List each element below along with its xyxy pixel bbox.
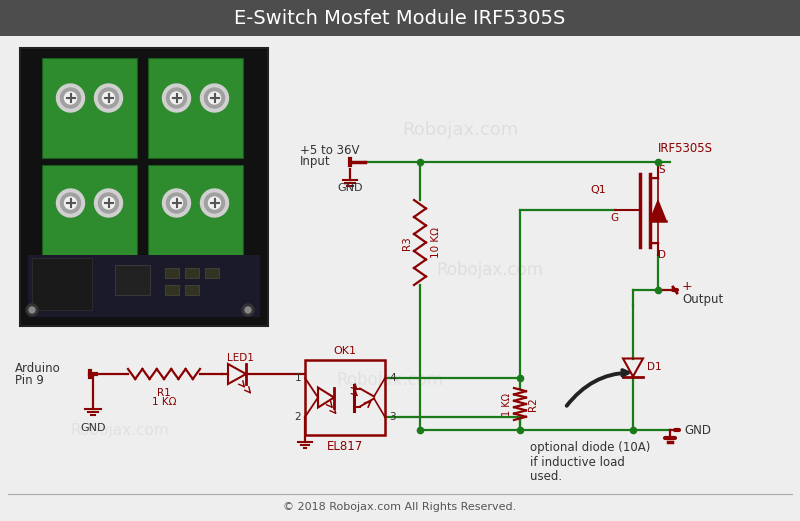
Bar xyxy=(42,58,137,158)
Circle shape xyxy=(245,307,251,313)
Circle shape xyxy=(94,84,122,112)
Text: S: S xyxy=(658,165,665,175)
Text: Pin 9: Pin 9 xyxy=(15,374,44,387)
Bar xyxy=(148,165,243,260)
Circle shape xyxy=(162,84,190,112)
Text: E-Switch Mosfet Module IRF5305S: E-Switch Mosfet Module IRF5305S xyxy=(234,8,566,28)
Polygon shape xyxy=(650,201,666,220)
Bar xyxy=(115,265,150,295)
Text: 2: 2 xyxy=(294,412,301,422)
Text: +: + xyxy=(682,280,693,293)
Text: D1: D1 xyxy=(647,363,662,373)
Text: Input: Input xyxy=(300,155,330,168)
Text: R3: R3 xyxy=(402,236,412,250)
Circle shape xyxy=(205,88,225,108)
Circle shape xyxy=(162,189,190,217)
Circle shape xyxy=(166,193,186,213)
Text: D: D xyxy=(658,250,666,260)
Circle shape xyxy=(166,88,186,108)
Circle shape xyxy=(26,304,38,316)
Bar xyxy=(205,268,219,278)
Circle shape xyxy=(201,189,229,217)
Text: LED1: LED1 xyxy=(226,353,254,363)
Text: R2: R2 xyxy=(528,397,538,411)
Text: © 2018 Robojax.com All Rights Reserved.: © 2018 Robojax.com All Rights Reserved. xyxy=(283,502,517,512)
Bar xyxy=(42,165,137,260)
Text: 1 KΩ: 1 KΩ xyxy=(502,392,512,416)
Circle shape xyxy=(94,189,122,217)
Text: OK1: OK1 xyxy=(334,346,357,356)
Bar xyxy=(305,360,385,435)
Text: used.: used. xyxy=(530,469,562,482)
Text: GND: GND xyxy=(80,423,106,433)
Text: 4: 4 xyxy=(389,373,396,383)
Circle shape xyxy=(98,88,118,108)
Circle shape xyxy=(65,197,77,209)
Text: GND: GND xyxy=(338,183,362,193)
Text: 10 KΩ: 10 KΩ xyxy=(431,228,441,258)
Text: IRF5305S: IRF5305S xyxy=(658,142,713,155)
Circle shape xyxy=(61,88,81,108)
Bar xyxy=(28,255,260,317)
Bar xyxy=(165,285,179,295)
Bar xyxy=(20,48,268,326)
Text: Robojax.com: Robojax.com xyxy=(437,261,543,279)
Text: 1 KΩ: 1 KΩ xyxy=(152,397,176,407)
Text: if inductive load: if inductive load xyxy=(530,455,625,468)
Circle shape xyxy=(170,92,182,104)
Text: EL817: EL817 xyxy=(327,440,363,453)
Text: Q1: Q1 xyxy=(590,185,606,195)
Text: G: G xyxy=(610,213,618,223)
Bar xyxy=(32,258,92,310)
Circle shape xyxy=(57,84,85,112)
Text: Robojax.com: Robojax.com xyxy=(337,371,443,389)
Text: +5 to 36V: +5 to 36V xyxy=(300,143,359,156)
Circle shape xyxy=(209,197,221,209)
Circle shape xyxy=(102,92,114,104)
Circle shape xyxy=(201,84,229,112)
Circle shape xyxy=(98,193,118,213)
Text: Robojax.com: Robojax.com xyxy=(70,423,170,438)
Circle shape xyxy=(61,193,81,213)
Text: Output: Output xyxy=(682,293,723,306)
Circle shape xyxy=(242,304,254,316)
Text: 1: 1 xyxy=(294,373,301,383)
Bar xyxy=(0,0,800,36)
Circle shape xyxy=(65,92,77,104)
Circle shape xyxy=(29,307,35,313)
Circle shape xyxy=(205,193,225,213)
Bar xyxy=(148,58,243,158)
Text: optional diode (10A): optional diode (10A) xyxy=(530,441,650,454)
Circle shape xyxy=(57,189,85,217)
Text: 3: 3 xyxy=(389,412,396,422)
Bar xyxy=(165,268,179,278)
Circle shape xyxy=(209,92,221,104)
Bar xyxy=(185,268,199,278)
Bar xyxy=(185,285,199,295)
Text: GND: GND xyxy=(684,424,711,437)
Text: R1: R1 xyxy=(157,388,171,398)
Text: Arduino: Arduino xyxy=(15,362,61,375)
Text: Robojax.com: Robojax.com xyxy=(402,121,518,139)
Circle shape xyxy=(170,197,182,209)
Circle shape xyxy=(102,197,114,209)
